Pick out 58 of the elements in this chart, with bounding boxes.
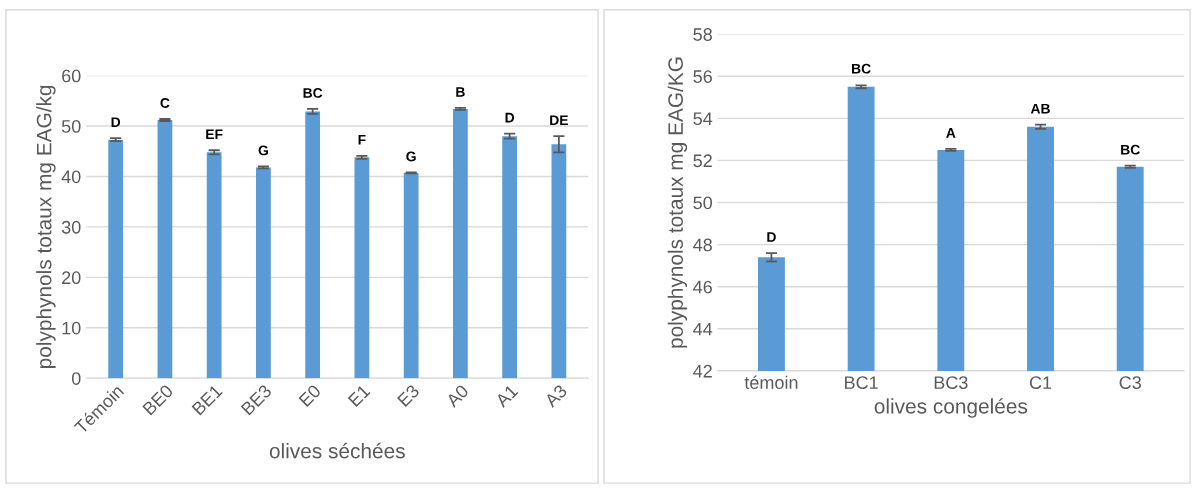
x-tick-label: C3 — [1119, 376, 1141, 389]
y-tick-label: 10 — [62, 321, 81, 335]
x-tick-label: BE0 — [142, 383, 174, 416]
y-axis-title: polyphynols totaux mg EAG/KG — [667, 57, 688, 348]
annotation: BC — [1121, 144, 1140, 155]
annotation: A — [946, 128, 956, 138]
y-tick-label: 58 — [693, 28, 712, 41]
annotation: D — [111, 117, 121, 127]
y-tick-label: 50 — [693, 196, 713, 210]
x-tick-label: témoin — [744, 375, 798, 389]
annotation: B — [456, 87, 465, 97]
annotation: AB — [1030, 103, 1050, 114]
annotation: C — [160, 98, 170, 108]
y-tick-label: 44 — [693, 322, 713, 336]
x-axis-title: olives congelées — [874, 398, 1028, 418]
y-tick-label: 56 — [693, 70, 712, 83]
y-axis-title: polyphynols totaux mg EAG/kg — [36, 85, 56, 368]
y-tick-label: 40 — [61, 170, 81, 184]
annotation: D — [767, 232, 776, 242]
x-tick-label: BE1 — [191, 384, 223, 416]
bar — [206, 152, 222, 379]
y-tick-label: 52 — [693, 154, 712, 168]
y-tick-label: 46 — [693, 280, 712, 294]
x-tick-label: C1 — [1029, 376, 1052, 389]
y-tick-label: 0 — [71, 372, 81, 385]
x-tick-label: E0 — [298, 383, 322, 408]
annotation: BC — [303, 88, 323, 98]
annotation: DE — [550, 115, 568, 125]
bar — [305, 111, 321, 379]
bar — [453, 108, 468, 379]
annotation: D — [505, 112, 515, 123]
x-tick-label: BC3 — [934, 376, 968, 389]
annotation: G — [406, 151, 416, 162]
bar — [502, 136, 518, 379]
annotation: G — [258, 145, 268, 156]
bar — [256, 167, 271, 379]
x-tick-label: A0 — [445, 383, 470, 409]
x-tick-label: A3 — [543, 383, 568, 409]
x-tick-label: BC1 — [845, 376, 878, 389]
y-tick-label: 60 — [62, 69, 81, 83]
annotation: BC — [852, 63, 871, 74]
y-tick-label: 48 — [693, 238, 712, 252]
y-tick-label: 42 — [693, 364, 712, 378]
x-axis-title: olives séchées — [269, 442, 405, 459]
x-tick-label: A1 — [494, 384, 519, 408]
annotation: EF — [206, 129, 223, 140]
bar — [551, 144, 567, 379]
y-tick-label: 50 — [61, 120, 81, 133]
bar — [354, 157, 370, 379]
y-tick-label: 30 — [61, 220, 81, 234]
x-tick-label: E1 — [347, 384, 371, 407]
y-tick-label: 20 — [62, 271, 81, 285]
bar — [157, 120, 173, 379]
y-tick-label: 54 — [693, 112, 713, 126]
x-tick-label: E3 — [396, 383, 420, 408]
annotation: F — [358, 135, 366, 145]
bar — [403, 172, 419, 379]
bar — [108, 139, 124, 379]
